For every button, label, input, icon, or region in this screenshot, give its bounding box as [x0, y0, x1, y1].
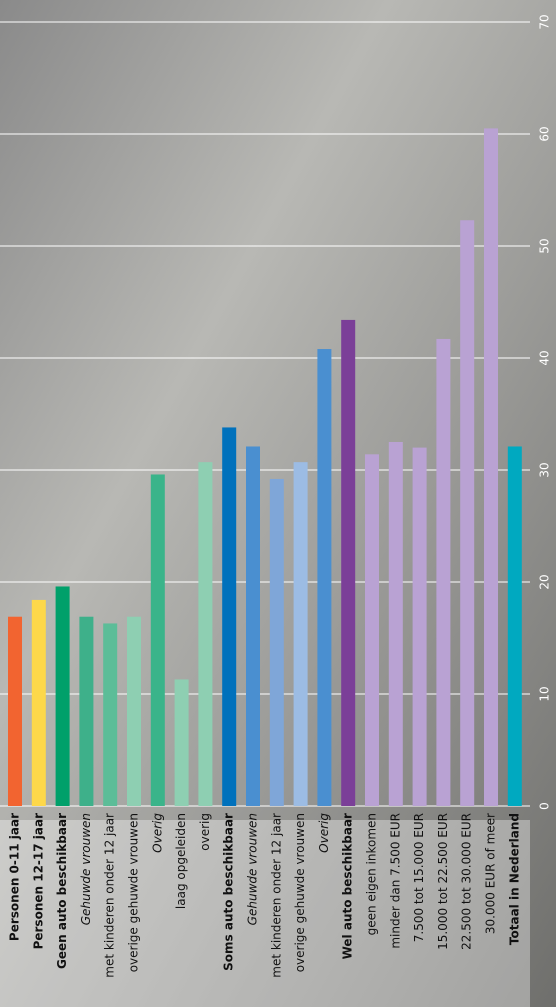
y-tick-label: 30	[538, 462, 552, 477]
y-tick-label: 40	[538, 350, 552, 365]
y-tick-label: 0	[538, 802, 552, 810]
category-label: 22.500 tot 30.000 EUR	[460, 813, 474, 950]
category-label: Overig	[317, 813, 331, 853]
bar	[246, 446, 260, 806]
category-label: met kinderen onder 12 jaar	[269, 813, 283, 978]
bar	[388, 442, 403, 806]
bar	[222, 427, 237, 806]
category-label: overig	[198, 813, 212, 851]
category-label: 7.500 tot 15.000 EUR	[412, 813, 426, 942]
category-label: minder dan 7.500 EUR	[388, 813, 402, 949]
category-label: Gehuwde vrouwen	[246, 813, 260, 925]
category-label: laag opgeleiden	[174, 813, 188, 909]
bar	[341, 319, 356, 806]
bar	[484, 128, 498, 806]
category-label: met kinderen onder 12 jaar	[103, 813, 117, 978]
bar	[269, 478, 284, 806]
bar	[55, 586, 70, 806]
category-label: geen eigen inkomen	[365, 813, 379, 935]
bar	[150, 474, 165, 806]
bar	[436, 338, 451, 806]
bar	[79, 616, 94, 806]
bar	[293, 462, 308, 806]
category-label: Soms auto beschikbaar	[222, 813, 236, 971]
y-tick-label: 60	[538, 126, 552, 141]
bar	[8, 616, 22, 806]
category-label: Personen 12-17 jaar	[31, 813, 45, 950]
bar	[412, 447, 427, 806]
category-label: 30.000 EUR of meer	[484, 813, 498, 934]
bar	[365, 454, 379, 806]
bar	[507, 446, 522, 806]
bar	[317, 349, 332, 806]
bar	[31, 599, 46, 806]
category-label: Overig	[150, 813, 164, 853]
bar	[460, 220, 475, 807]
bar	[198, 462, 213, 806]
label-panel	[0, 820, 530, 1007]
category-label: Totaal in Nederland	[507, 813, 521, 945]
y-tick-label: 70	[538, 14, 552, 29]
category-label: overige gehuwde vrouwen	[127, 813, 141, 972]
bar	[127, 616, 141, 806]
bar	[174, 679, 189, 806]
y-tick-label: 20	[538, 574, 552, 589]
y-tick-label: 50	[538, 238, 552, 253]
category-label: Personen 0-11 jaar	[8, 813, 22, 941]
category-label: Gehuwde vrouwen	[79, 813, 93, 925]
category-label: overige gehuwde vrouwen	[293, 813, 307, 972]
category-label: 15.000 tot 22.500 EUR	[436, 813, 450, 950]
y-tick-label: 10	[538, 686, 552, 701]
bar	[103, 623, 118, 806]
category-label: Geen auto beschikbaar	[55, 813, 69, 969]
category-label: Wel auto beschikbaar	[341, 813, 355, 959]
